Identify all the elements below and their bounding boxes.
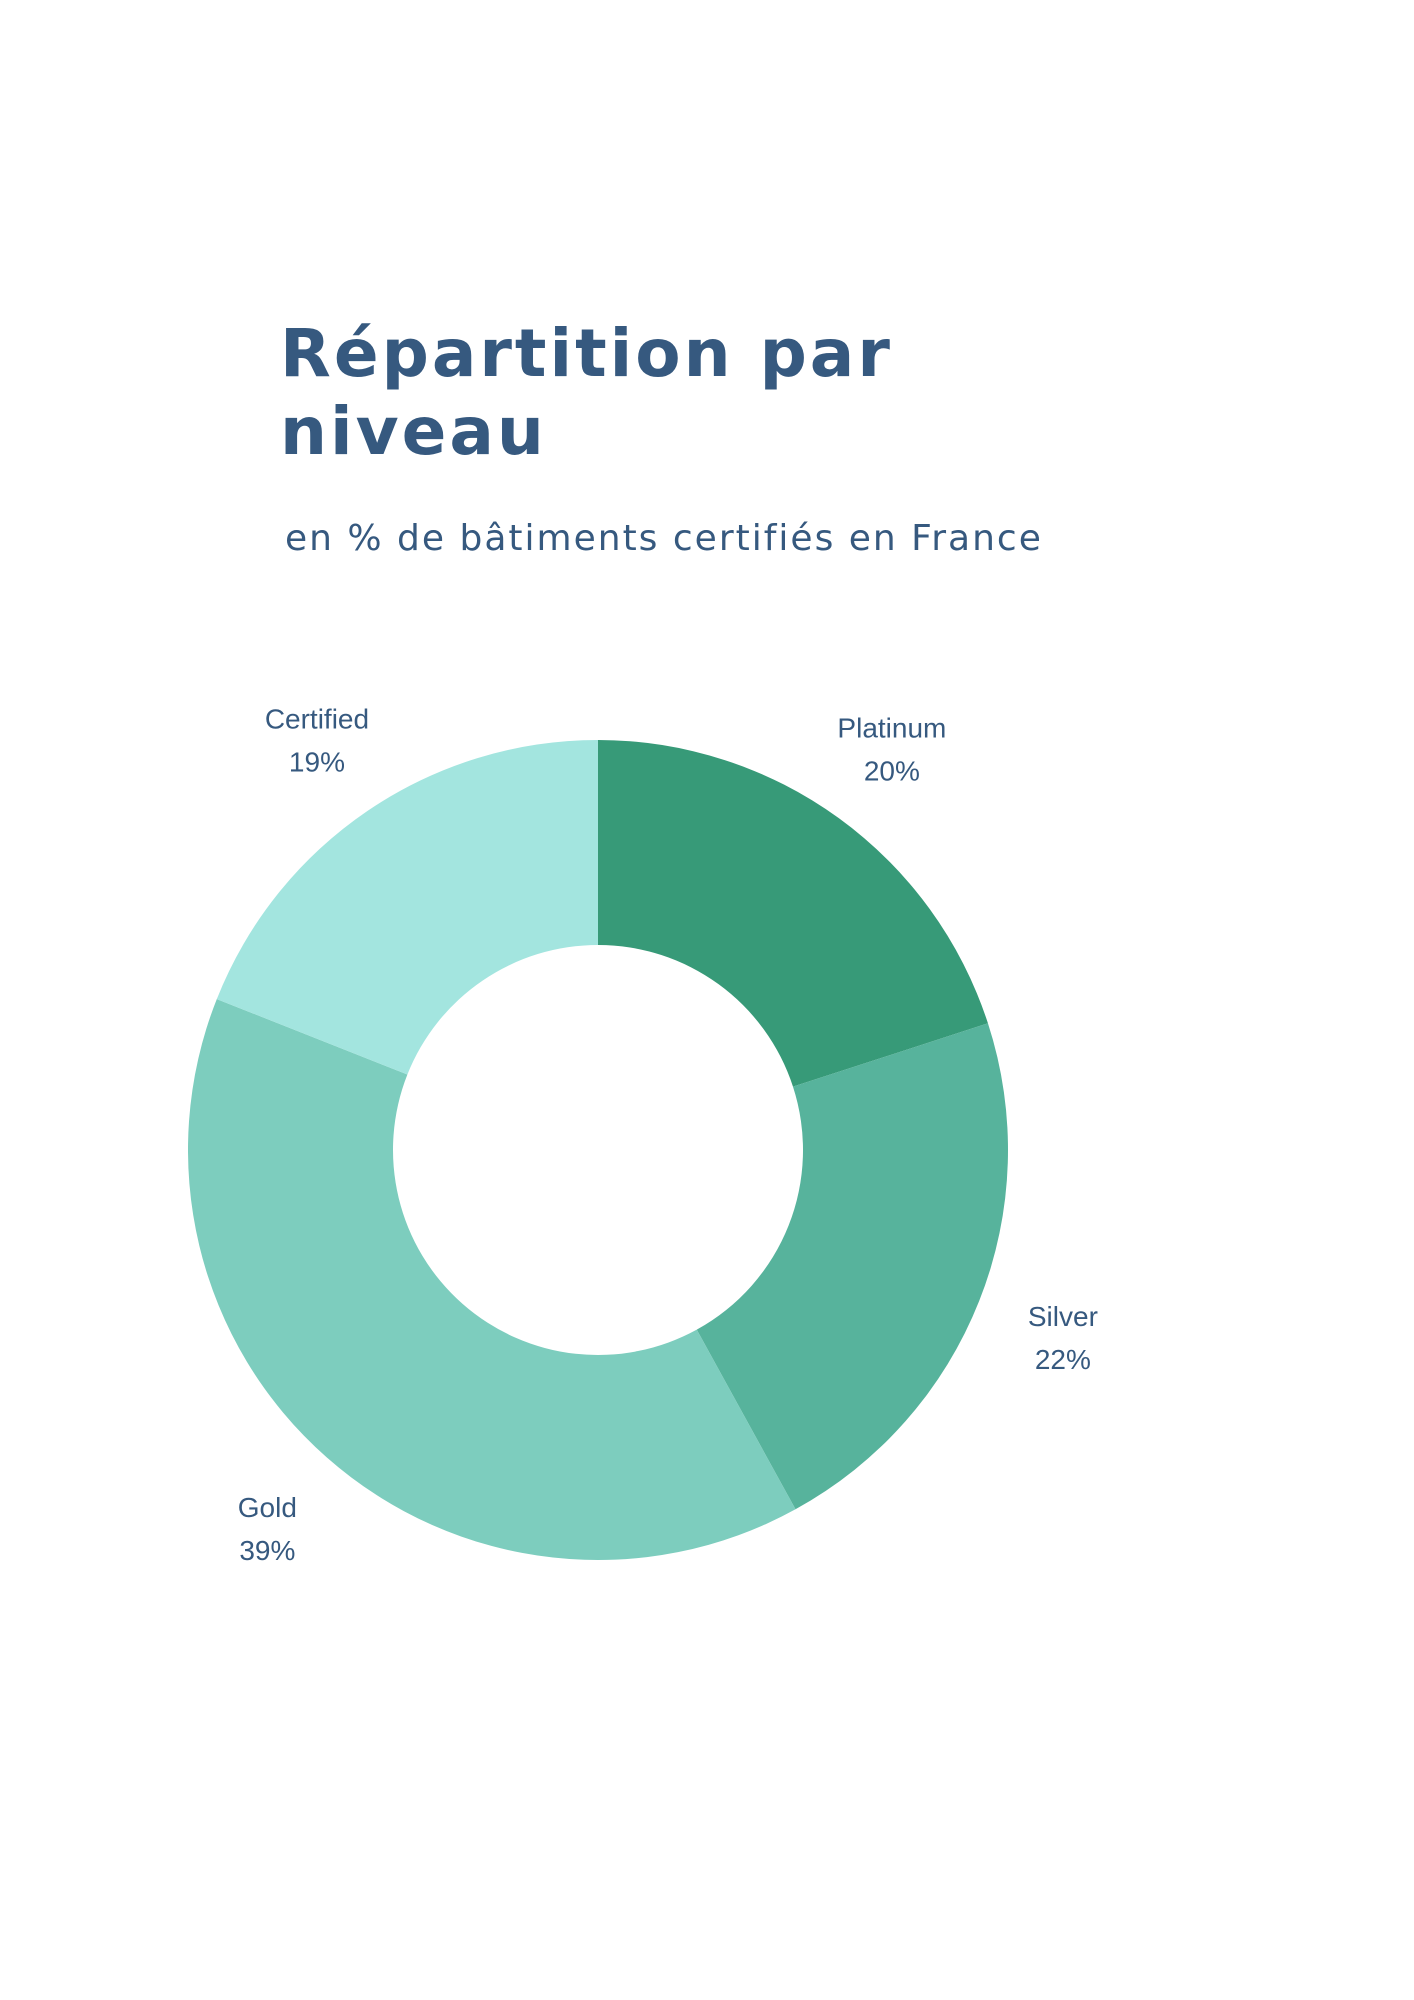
slice-value-certified: 19% — [289, 746, 345, 777]
slice-value-gold: 39% — [239, 1535, 295, 1566]
slice-gold — [188, 999, 796, 1560]
slice-certified — [216, 740, 599, 1075]
slice-label-gold: Gold — [238, 1492, 297, 1523]
chart-subtitle: en % de bâtiments certifiés en France — [285, 518, 1043, 559]
slice-label-certified: Certified — [265, 703, 369, 734]
slice-value-silver: 22% — [1035, 1344, 1091, 1375]
slice-silver — [696, 1023, 1008, 1510]
slice-label-silver: Silver — [1028, 1301, 1098, 1332]
slice-value-platinum: 20% — [864, 755, 920, 786]
chart-title: Répartition par niveau — [280, 315, 893, 470]
slice-label-platinum: Platinum — [837, 712, 946, 743]
slice-platinum — [598, 740, 988, 1087]
